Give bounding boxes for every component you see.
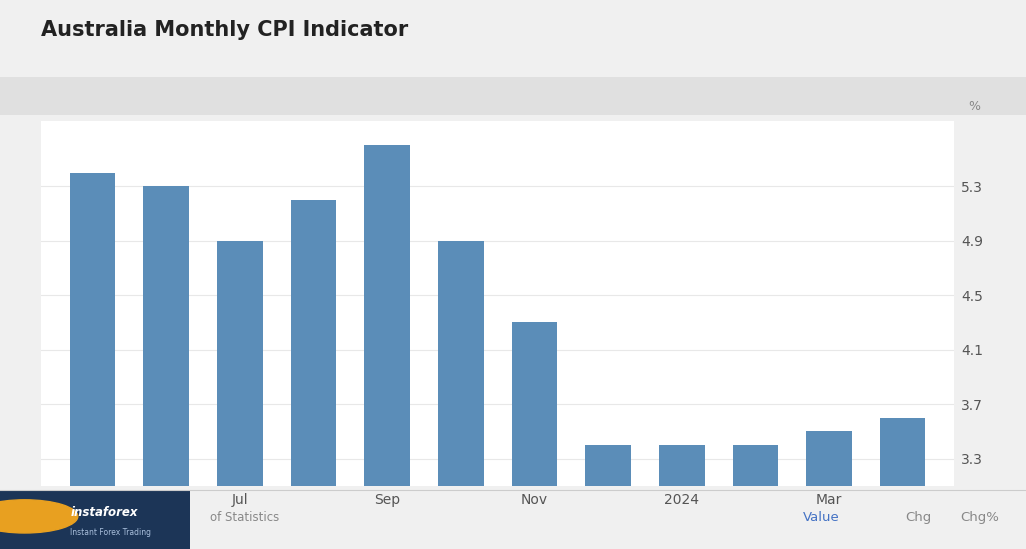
Bar bbox=[70, 172, 115, 549]
Text: Instant Forex Trading: Instant Forex Trading bbox=[70, 528, 151, 537]
Text: Australia Monthly CPI Indicator: Australia Monthly CPI Indicator bbox=[41, 20, 408, 40]
Bar bbox=[218, 240, 263, 549]
Bar bbox=[733, 445, 778, 549]
Bar bbox=[880, 418, 925, 549]
Text: Value: Value bbox=[802, 511, 839, 524]
Bar bbox=[438, 240, 483, 549]
Text: Chg: Chg bbox=[905, 511, 932, 524]
Bar bbox=[290, 200, 337, 549]
Bar bbox=[659, 445, 705, 549]
Text: Chg%: Chg% bbox=[960, 511, 999, 524]
Bar bbox=[512, 322, 557, 549]
Bar bbox=[806, 432, 852, 549]
Bar bbox=[144, 186, 189, 549]
Bar bbox=[364, 145, 410, 549]
Bar bbox=[585, 445, 631, 549]
Text: %: % bbox=[968, 100, 980, 114]
Text: instaforex: instaforex bbox=[71, 506, 139, 519]
Circle shape bbox=[0, 500, 78, 533]
Text: of Statistics: of Statistics bbox=[210, 511, 279, 524]
